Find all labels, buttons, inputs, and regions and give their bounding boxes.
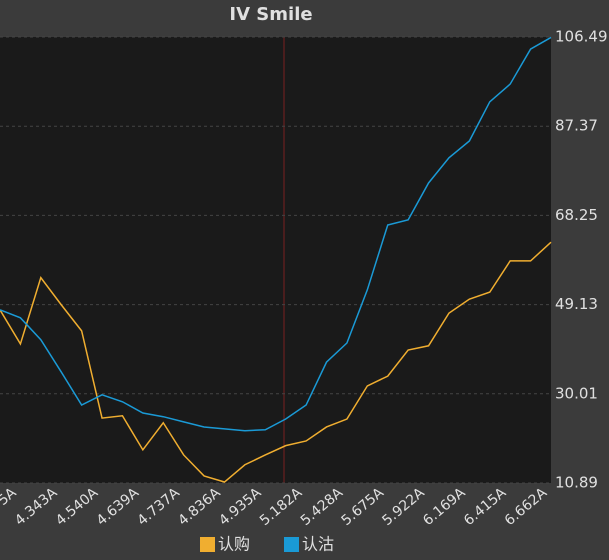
line: [0, 241, 552, 483]
chart-title: IV Smile: [229, 4, 312, 25]
y-tick-label: 87.37: [555, 117, 598, 135]
legend-label: 认沽: [302, 535, 334, 554]
y-tick-label: 10.89: [555, 474, 598, 492]
legend-swatch: [284, 537, 299, 552]
y-tick-label: 49.13: [555, 295, 598, 313]
line: [0, 36, 552, 432]
y-tick-label: 106.49: [555, 28, 608, 46]
legend-swatch: [200, 537, 215, 552]
legend: 认购 认沽: [200, 535, 334, 554]
y-tick-label: 30.01: [555, 384, 598, 402]
y-tick-label: 68.25: [555, 206, 598, 224]
legend-label: 认购: [218, 535, 250, 554]
plot-area: [0, 37, 551, 483]
